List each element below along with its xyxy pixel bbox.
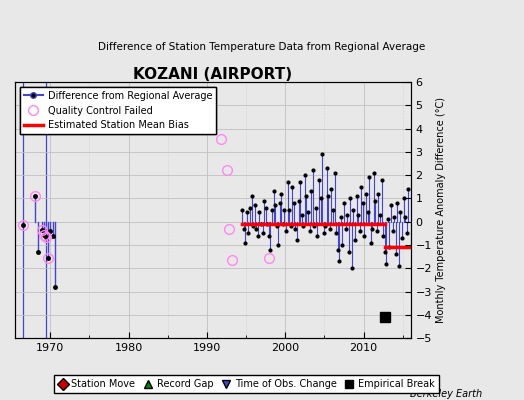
Y-axis label: Monthly Temperature Anomaly Difference (°C): Monthly Temperature Anomaly Difference (… bbox=[436, 97, 446, 323]
Text: Berkeley Earth: Berkeley Earth bbox=[410, 389, 482, 399]
Legend: Station Move, Record Gap, Time of Obs. Change, Empirical Break: Station Move, Record Gap, Time of Obs. C… bbox=[54, 375, 439, 393]
Text: Difference of Station Temperature Data from Regional Average: Difference of Station Temperature Data f… bbox=[99, 42, 425, 52]
Legend: Difference from Regional Average, Quality Control Failed, Estimated Station Mean: Difference from Regional Average, Qualit… bbox=[20, 87, 216, 134]
Title: KOZANI (AIRPORT): KOZANI (AIRPORT) bbox=[133, 67, 292, 82]
